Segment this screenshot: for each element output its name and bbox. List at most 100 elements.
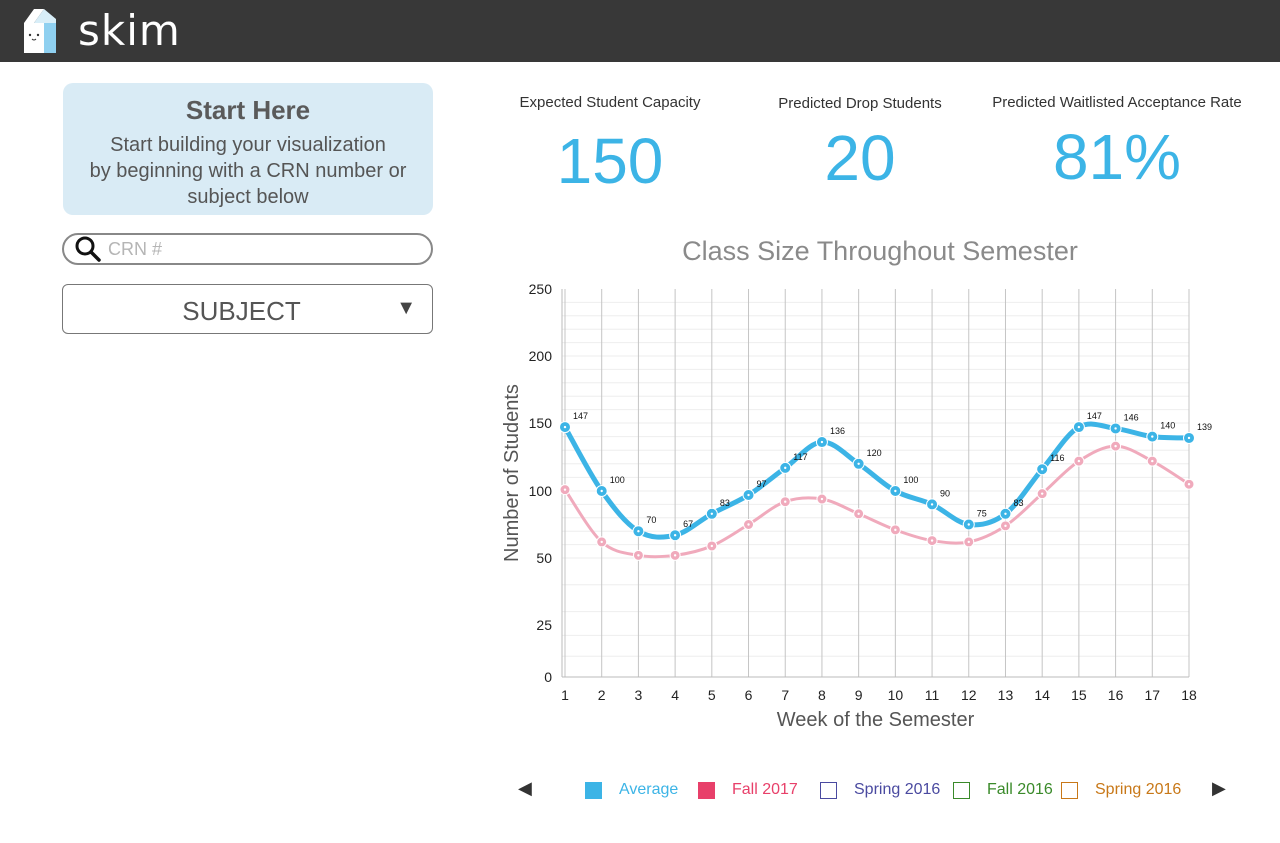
x-tick-label: 11 — [925, 687, 940, 703]
start-here-line-1: Start building your visualization — [110, 134, 386, 156]
data-label: 117 — [793, 452, 807, 462]
data-label: 136 — [830, 426, 845, 436]
data-point-center — [967, 523, 970, 526]
legend-item[interactable]: Spring 2016 — [820, 781, 940, 799]
x-tick-label: 14 — [1034, 687, 1050, 703]
stat-predicted-drops: Predicted Drop Students 20 — [755, 95, 965, 190]
legend-prev-arrow-icon[interactable]: ◀ — [518, 778, 532, 798]
x-tick-label: 8 — [818, 687, 826, 703]
data-label: 139 — [1197, 422, 1212, 432]
crn-search-input[interactable] — [108, 238, 408, 260]
subject-dropdown[interactable]: SUBJECT ▼ — [62, 284, 433, 334]
x-tick-label: 7 — [781, 687, 789, 703]
data-point-center — [747, 493, 750, 497]
x-tick-label: 12 — [961, 687, 977, 703]
data-label: 67 — [683, 519, 693, 529]
crn-search-box[interactable] — [62, 233, 433, 265]
x-tick-label: 4 — [671, 687, 679, 703]
data-point-center — [930, 503, 934, 506]
stat-label: Expected Student Capacity — [519, 94, 701, 111]
y-tick-label: 200 — [529, 348, 553, 364]
legend-swatch — [698, 781, 715, 799]
legend-label: Average — [619, 781, 679, 798]
x-tick-label: 2 — [598, 687, 606, 703]
x-tick-label: 5 — [708, 687, 716, 703]
data-point-center — [857, 512, 860, 515]
start-here-panel: Start Here Start building your visualiza… — [63, 83, 433, 215]
data-point-center — [637, 554, 640, 557]
data-point-center — [857, 462, 860, 465]
data-point-center — [894, 528, 897, 532]
y-tick-label: 0 — [544, 669, 552, 685]
data-point-center — [930, 539, 934, 542]
legend-item[interactable]: Fall 2016 — [953, 781, 1053, 799]
data-label: 90 — [940, 488, 950, 498]
data-label: 120 — [867, 448, 882, 458]
top-bar: skim — [0, 0, 1280, 62]
data-point-center — [1077, 459, 1081, 463]
legend-item[interactable]: Spring 2016 — [1061, 781, 1181, 799]
data-point-center — [1004, 524, 1007, 528]
data-point-center — [600, 489, 603, 493]
data-label: 75 — [977, 509, 987, 519]
legend-swatch — [953, 781, 970, 799]
legend-item[interactable]: Fall 2017 — [698, 781, 798, 799]
start-here-line-3: subject below — [187, 186, 309, 208]
chart-legend: ◀ ▶ Average Fall 2017 Spring 2016 Fall 2016… — [510, 778, 1240, 804]
data-point-center — [1040, 492, 1044, 495]
stat-label: Predicted Waitlisted Acceptance Rate — [992, 94, 1242, 111]
legend-swatch — [820, 781, 837, 799]
data-point-center — [637, 530, 640, 533]
data-point-center — [894, 489, 897, 493]
y-tick-label: 25 — [536, 617, 552, 633]
data-point-center — [784, 500, 787, 503]
y-tick-label: 250 — [529, 281, 553, 297]
data-label: 83 — [720, 498, 730, 508]
legend-label: Spring 2016 — [854, 781, 941, 798]
data-point-center — [673, 554, 677, 557]
x-tick-label: 15 — [1071, 687, 1087, 703]
fall-2017-series-line — [563, 444, 1191, 559]
data-point-center — [1187, 483, 1191, 486]
stat-value: 150 — [556, 125, 664, 197]
data-point-center — [820, 497, 824, 501]
data-point-center — [1004, 512, 1007, 515]
chart-title: Class Size Throughout Semester — [682, 236, 1078, 266]
data-label: 70 — [646, 515, 656, 525]
chevron-down-icon: ▼ — [396, 297, 416, 319]
y-axis-label: Number of Students — [501, 384, 523, 562]
legend-label: Spring 2016 — [1095, 781, 1182, 798]
data-point-center — [1040, 468, 1044, 471]
data-label: 140 — [1160, 421, 1175, 431]
x-tick-label: 16 — [1108, 687, 1124, 703]
stat-expected-capacity: Expected Student Capacity 150 — [500, 94, 720, 193]
legend-next-arrow-icon[interactable]: ▶ — [1212, 778, 1226, 798]
legend-item[interactable]: Average — [585, 781, 678, 799]
legend-label: Fall 2016 — [987, 781, 1053, 798]
x-tick-label: 3 — [635, 687, 643, 703]
app-logo[interactable]: skim — [20, 6, 181, 56]
legend-swatch — [585, 781, 602, 799]
x-axis-label: Week of the Semester — [777, 709, 975, 731]
data-label: 97 — [757, 479, 767, 489]
data-point-center — [1114, 427, 1117, 430]
data-point-center — [1187, 436, 1191, 440]
data-label: 147 — [573, 411, 588, 421]
data-point-center — [1151, 435, 1154, 438]
data-point-center — [563, 488, 567, 491]
data-point-center — [967, 540, 970, 544]
data-point-center — [747, 523, 750, 526]
legend-swatch — [1061, 781, 1078, 799]
data-point-center — [563, 425, 567, 429]
data-point-center — [673, 534, 677, 537]
x-tick-label: 9 — [855, 687, 863, 703]
y-tick-label: 100 — [529, 483, 553, 499]
stat-value: 20 — [824, 122, 896, 194]
x-tick-label: 1 — [561, 687, 569, 703]
data-point-center — [1077, 425, 1081, 429]
data-point-center — [784, 466, 787, 470]
data-point-center — [820, 440, 824, 444]
stat-label: Predicted Drop Students — [778, 95, 942, 112]
average-series-line — [562, 421, 1192, 540]
